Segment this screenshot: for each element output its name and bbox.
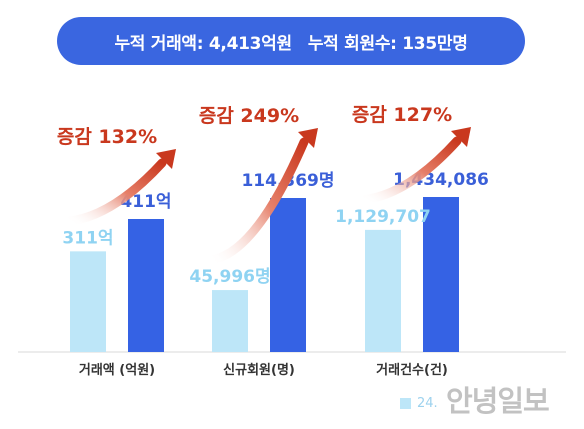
- category-label-3: 거래건수(건): [376, 362, 448, 378]
- growth-label-2: 증감 249%: [199, 105, 299, 127]
- category-label-2: 신규회원(명): [223, 362, 295, 378]
- growth-arrowhead-3: [451, 127, 471, 147]
- legend-swatch-prev: [400, 398, 411, 409]
- bar-prev-2: [212, 290, 248, 352]
- bar-curr-3: [423, 197, 459, 352]
- banner-total-amount: 누적 거래액: 4,413억원: [114, 33, 292, 54]
- growth-arrowhead-1: [156, 149, 176, 169]
- category-label-1: 거래액 (억원): [79, 363, 155, 378]
- growth-label-3: 증감 127%: [352, 104, 452, 126]
- bar-prev-3: [365, 229, 401, 352]
- growth-arrowhead-2: [298, 128, 318, 148]
- legend: 24.: [400, 396, 438, 411]
- growth-arrow-1: [63, 158, 167, 226]
- bar-curr-2: [270, 198, 306, 352]
- value-label-curr-1: 411억: [120, 192, 171, 212]
- publisher-watermark: 안녕일보: [446, 384, 550, 418]
- value-label-prev-3: 1,129,707: [335, 207, 431, 227]
- value-label-prev-2: 45,996명: [189, 267, 270, 287]
- growth-arrow-3: [358, 136, 462, 205]
- banner-total-members: 누적 회원수: 135만명: [307, 33, 468, 54]
- value-label-prev-1: 311억: [62, 228, 113, 248]
- growth-label-1: 증감 132%: [57, 126, 157, 148]
- summary-banner: 누적 거래액: 4,413억원 누적 회원수: 135만명: [57, 17, 525, 65]
- legend-prev-label: 24.: [417, 396, 438, 411]
- bar-prev-1: [70, 251, 106, 352]
- growth-arrow-2: [205, 137, 309, 265]
- bar-curr-1: [128, 219, 164, 352]
